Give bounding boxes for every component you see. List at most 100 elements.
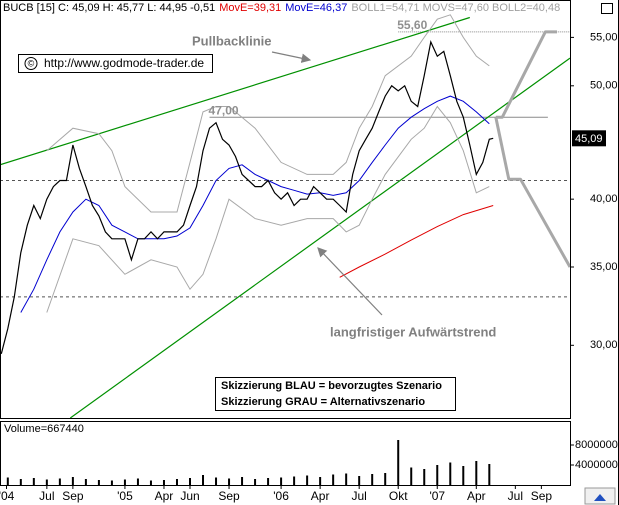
x-tick-label: Jul	[352, 489, 367, 503]
price-line	[339, 205, 494, 278]
volume-bar	[384, 473, 387, 485]
x-tick-label: Apr	[311, 489, 330, 503]
volume-bar	[358, 476, 361, 485]
volume-tick-label: 4000000	[575, 459, 618, 471]
x-tick-label: Sep	[62, 489, 84, 503]
volume-bar	[97, 480, 100, 485]
annotation: Pullbacklinie	[192, 33, 271, 48]
volume-bar	[32, 478, 35, 485]
volume-bar	[410, 467, 413, 485]
y-tick-label: 30,00	[590, 339, 618, 351]
volume-bar	[397, 440, 400, 485]
annotation-arrow	[271, 51, 312, 63]
volume-bar	[149, 480, 152, 485]
header-item: MovE=46,37	[285, 2, 347, 14]
volume-bar	[71, 477, 74, 485]
last-price-box	[572, 130, 606, 147]
volume-bar	[449, 462, 452, 485]
volume-bar	[162, 480, 165, 485]
volume-bar	[123, 479, 126, 485]
x-tick-label: Sep	[218, 489, 240, 503]
volume-bar	[462, 466, 465, 485]
x-tick-label: '05	[117, 489, 133, 503]
x-tick-label: Sep	[531, 489, 553, 503]
x-tick-label: Apr	[467, 489, 486, 503]
volume-bar	[332, 474, 335, 485]
volume-bar	[19, 479, 22, 485]
plot-frame	[0, 0, 571, 419]
volume-bar	[215, 477, 218, 485]
scenario-line	[495, 30, 557, 119]
volume-frame	[0, 421, 571, 486]
info-line: Skizzierung BLAU = bevorzugtes Szenario	[221, 380, 442, 392]
volume-bar	[293, 476, 296, 485]
volume-bar	[423, 469, 426, 485]
volume-bar	[6, 477, 9, 485]
x-tick-label: '06	[273, 489, 289, 503]
x-tick-label: Apr	[155, 489, 174, 503]
x-tick-label: Jul	[508, 489, 523, 503]
price-line	[20, 95, 490, 313]
volume-bar	[45, 479, 48, 485]
volume-bar	[110, 480, 113, 485]
info-line: Skizzierung GRAU = Alternativszenario	[221, 396, 425, 408]
volume-bar	[241, 477, 244, 485]
volume-bar	[488, 464, 491, 485]
volume-bar	[136, 478, 139, 485]
volume-bar	[228, 478, 231, 485]
copyright: ©	[28, 58, 35, 68]
annotation-arrow	[317, 247, 383, 316]
volume-tick-label: 8000000	[575, 439, 618, 451]
y-tick-label: 50,00	[590, 80, 618, 92]
price-line	[0, 40, 494, 354]
header-item: BUCB [15] C: 45,09 H: 45,77 L: 44,95 -0,…	[3, 2, 215, 14]
volume-title: Volume=667440	[4, 423, 84, 435]
volume-panel	[6, 440, 491, 485]
level-label: 55,60	[397, 18, 427, 32]
volume-bar	[306, 475, 309, 485]
x-tick-label: '04	[0, 489, 15, 503]
volume-bar	[84, 479, 87, 485]
header-item: BOLL1=54,71 MOVS=47,60 BOLL2=40,48	[351, 2, 560, 14]
volume-bar	[267, 478, 270, 485]
scenario-line	[494, 116, 570, 268]
y-tick-label: 35,00	[590, 261, 618, 273]
url: http://www.godmode-trader.de	[44, 56, 204, 70]
icon	[601, 3, 613, 14]
x-tick-label: Jun	[180, 489, 199, 503]
copyright-circle	[24, 57, 38, 70]
price-line	[46, 14, 490, 213]
volume-bar	[254, 479, 257, 485]
header-item: MovE=39,31	[219, 2, 281, 14]
volume-bar	[280, 477, 283, 485]
volume-bar	[475, 461, 478, 485]
x-tick-label: '07	[429, 489, 445, 503]
annotation: langfristiger Aufwärtstrend	[330, 324, 496, 339]
x-tick-label: Jul	[39, 489, 54, 503]
volume-bar	[436, 465, 439, 485]
volume-bar	[202, 475, 205, 485]
volume-bar	[58, 478, 61, 485]
price-line	[46, 105, 490, 313]
y-tick-label: 40,00	[590, 193, 618, 205]
volume-bar	[175, 479, 178, 485]
y-tick-label: 55,00	[590, 31, 618, 43]
nav-arrow	[594, 494, 606, 501]
volume-bar	[189, 478, 191, 485]
x-tick-label: Okt	[389, 489, 408, 503]
trendline	[0, 16, 470, 166]
last-price-label: 45,09	[575, 133, 603, 145]
level-label: 47,00	[209, 103, 239, 117]
volume-bar	[371, 474, 374, 485]
header: BUCB [15] C: 45,09 H: 45,77 L: 44,95 -0,…	[3, 2, 560, 14]
info-box	[215, 377, 456, 411]
plot-area	[0, 14, 570, 418]
trendline	[69, 57, 570, 418]
url-box	[18, 54, 213, 73]
volume-bar	[345, 473, 348, 485]
volume-bar	[319, 477, 322, 485]
